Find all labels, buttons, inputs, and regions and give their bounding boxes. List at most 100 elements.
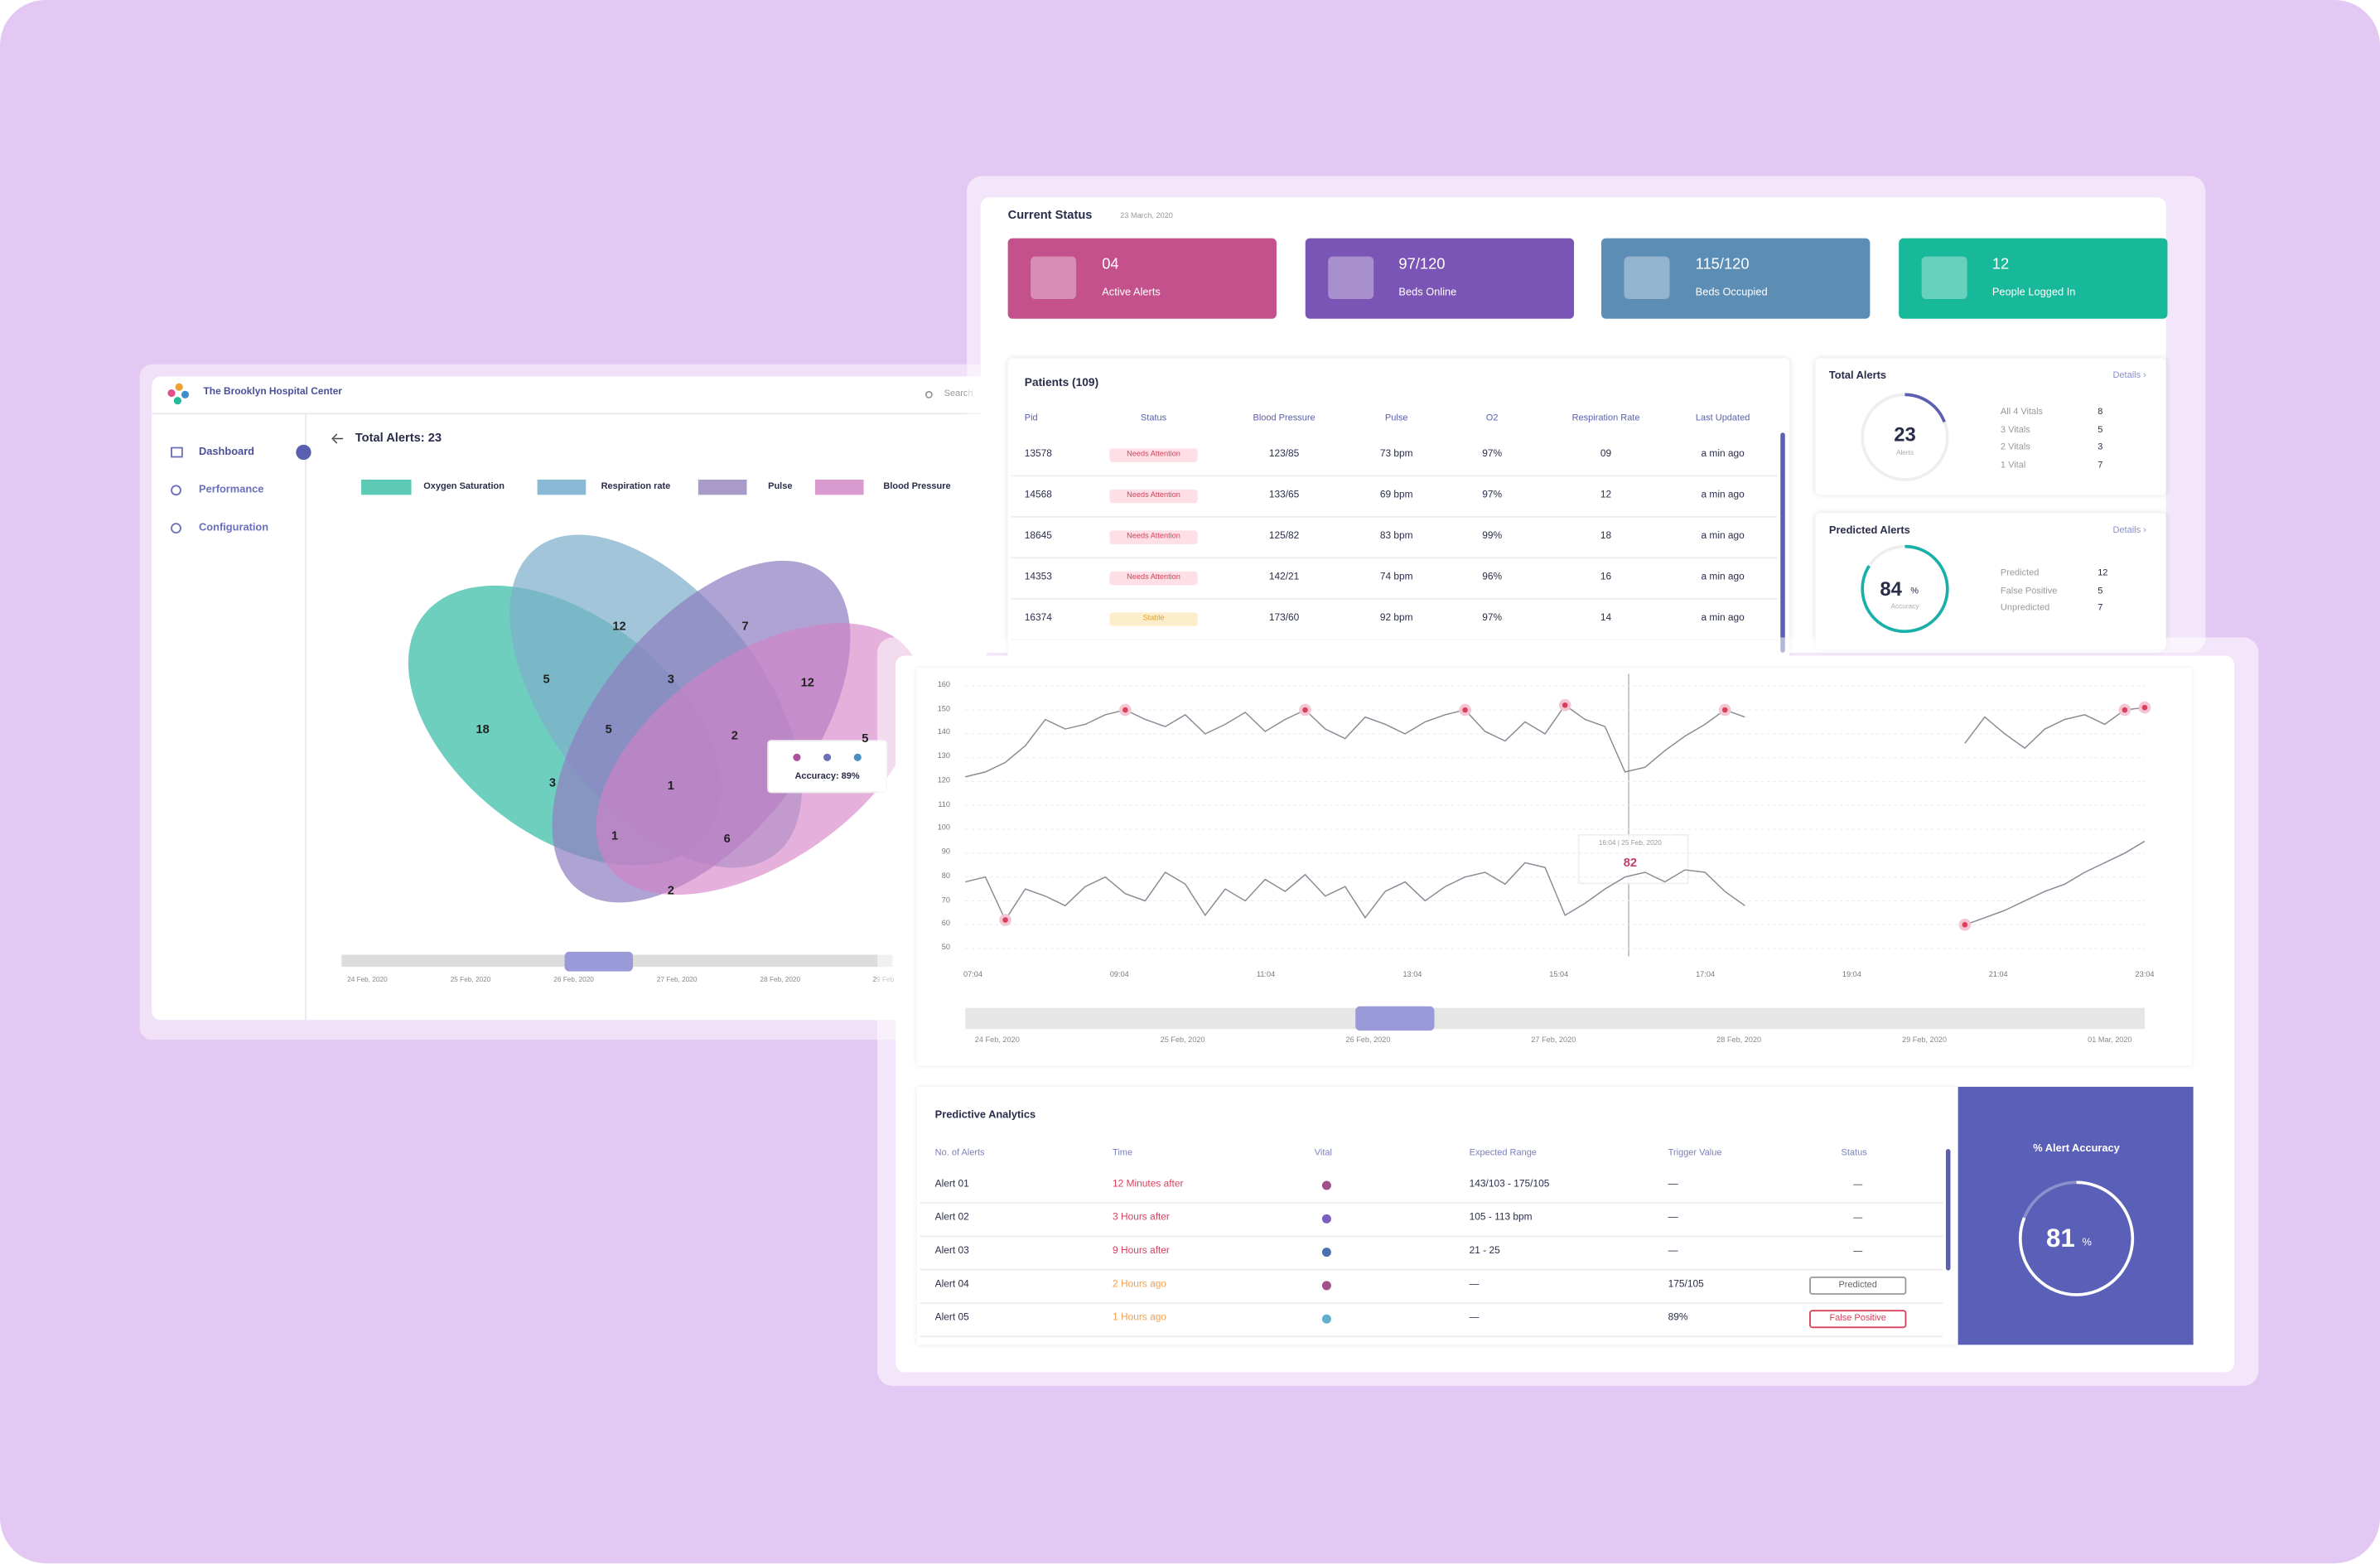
y-tick-label: 80: [941, 871, 951, 881]
brand-name: The Brooklyn Hospital Center: [203, 386, 342, 398]
search-input[interactable]: Search: [944, 389, 973, 399]
breakdown-value: 8: [2098, 408, 2103, 418]
breakdown-label: Predicted: [2000, 569, 2040, 579]
alert-status: Predicted: [1809, 1276, 1907, 1295]
table-cell: 16374: [1024, 612, 1052, 624]
menu-item[interactable]: Performance: [199, 485, 264, 496]
details-link[interactable]: Details ›: [2112, 526, 2146, 536]
scrollbar[interactable]: [1780, 432, 1785, 653]
card-title: Predicted Alerts: [1828, 525, 1910, 537]
collapse-badge[interactable]: [296, 444, 311, 461]
expected-range: 21 - 25: [1469, 1245, 1500, 1257]
alert-name: Alert 05: [934, 1312, 969, 1324]
region-count: 18: [476, 723, 490, 736]
panel-date: 23 March, 2020: [1120, 211, 1173, 221]
status-card: [1007, 238, 1277, 319]
expected-range: 105 - 113 bpm: [1469, 1212, 1533, 1224]
timeline-handle[interactable]: [564, 951, 634, 972]
column-header: Pid: [1024, 414, 1038, 424]
legend-label: Pulse: [768, 482, 793, 492]
accuracy-value: 81: [2046, 1224, 2075, 1253]
table-cell: 14568: [1024, 490, 1052, 501]
table-cell: a min ago: [1701, 612, 1745, 624]
timeline-label: 25 Feb, 2020: [1160, 1035, 1205, 1045]
accuracy-unit: %: [1910, 587, 1919, 597]
row-divider: [920, 1335, 1943, 1338]
predicted-alerts-card: [1815, 513, 2166, 650]
timeline-label: 28 Feb, 2020: [760, 975, 801, 983]
column-header: Last Updated: [1695, 414, 1750, 424]
region-count: 7: [742, 620, 749, 634]
row-divider: [920, 1302, 1943, 1304]
table-cell: 14: [1600, 612, 1612, 624]
breakdown-value: 12: [2098, 569, 2108, 579]
table-cell: 133/65: [1268, 490, 1300, 501]
column-header: Respiration Rate: [1571, 414, 1640, 424]
back-arrow[interactable]: [331, 433, 344, 444]
row-divider: [920, 1268, 1943, 1271]
column-header: Vital: [1314, 1149, 1332, 1159]
region-count: 12: [612, 620, 625, 634]
row-divider: [920, 1235, 1943, 1238]
alert-name: Alert 01: [934, 1179, 969, 1190]
timeline-label: 24 Feb, 2020: [974, 1035, 1020, 1045]
card-label: People Logged In: [1991, 287, 2076, 299]
card-icon: [1624, 256, 1670, 299]
region-count: 3: [549, 776, 556, 789]
card-icon: [1327, 256, 1373, 299]
logo: [167, 383, 190, 405]
card-title: Predictive Analytics: [934, 1110, 1036, 1122]
breakdown-value: 5: [2098, 586, 2103, 596]
alert-time: 12 Minutes after: [1113, 1179, 1184, 1190]
table-cell: 96%: [1482, 572, 1503, 583]
logo-dot: [175, 383, 183, 391]
trigger-value: —: [1668, 1245, 1678, 1257]
card-value: 04: [1102, 256, 1119, 273]
details-link[interactable]: Details ›: [2112, 371, 2146, 381]
timeline-label: 27 Feb, 2020: [656, 975, 698, 983]
divider: [152, 413, 987, 415]
table-cell: a min ago: [1701, 448, 1745, 460]
timeline-label: 27 Feb, 2020: [1531, 1035, 1576, 1045]
scrollbar[interactable]: [1945, 1149, 1951, 1271]
tooltip-label: 16:04 | 25 Feb, 2020: [1598, 838, 1662, 847]
alert-name: Alert 04: [934, 1279, 969, 1290]
column-header: Expected Range: [1469, 1149, 1537, 1159]
x-tick-label: 21:04: [1988, 970, 2008, 980]
breakdown-value: 7: [2098, 604, 2103, 614]
expected-range: —: [1469, 1312, 1480, 1324]
alerts-ring: [1861, 393, 1949, 481]
table-cell: 14353: [1024, 572, 1052, 583]
card-title: Patients (109): [1024, 375, 1099, 389]
legend-swatch: [537, 479, 587, 495]
breakdown-label: 1 Vital: [2000, 461, 2026, 471]
tooltip-icon: [823, 753, 832, 761]
tooltip-icon: [793, 753, 801, 761]
vital-icon: [1321, 1314, 1331, 1324]
card-label: Beds Online: [1398, 287, 1457, 299]
timeline-handle[interactable]: [1355, 1006, 1435, 1031]
alert-point: [1462, 707, 1468, 713]
menu-item[interactable]: Configuration: [199, 523, 269, 534]
x-tick-label: 09:04: [1109, 970, 1129, 980]
menu-item[interactable]: Dashboard: [199, 447, 255, 458]
legend-label: Respiration rate: [601, 482, 671, 492]
y-tick-label: 60: [941, 919, 951, 929]
timeline-label: 25 Feb, 2020: [450, 975, 491, 983]
column-header: No. of Alerts: [934, 1149, 985, 1159]
alert-point: [1122, 707, 1128, 713]
table-cell: 97%: [1482, 490, 1503, 501]
table-cell: a min ago: [1701, 530, 1745, 542]
tooltip-text: Accuracy: 89%: [794, 772, 860, 782]
status-card: [1601, 238, 1871, 319]
trigger-value: —: [1668, 1212, 1678, 1224]
region-count: 12: [801, 676, 814, 689]
alert-point: [1721, 707, 1728, 713]
column-header: Trigger Value: [1668, 1149, 1722, 1159]
legend-label: Oxygen Saturation: [423, 482, 504, 492]
menu-icon: [171, 485, 181, 496]
card-value: 115/120: [1695, 256, 1750, 273]
table-cell: 99%: [1482, 530, 1503, 542]
